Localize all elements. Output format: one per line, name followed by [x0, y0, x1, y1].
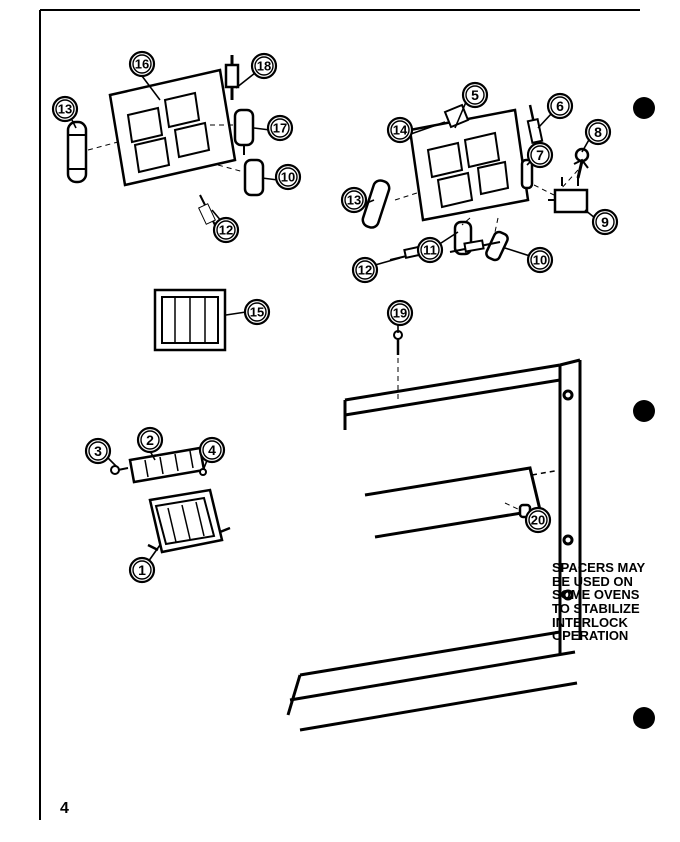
callout-10: 10: [276, 165, 300, 189]
svg-text:12: 12: [219, 223, 233, 238]
svg-text:13: 13: [347, 193, 361, 208]
page-number: 4: [60, 800, 69, 818]
svg-text:12: 12: [358, 263, 372, 278]
svg-text:6: 6: [556, 98, 564, 114]
note-line: OPERATION: [552, 629, 645, 643]
svg-text:3: 3: [94, 443, 102, 459]
callout-12b: 12: [353, 258, 377, 282]
svg-text:20: 20: [531, 513, 545, 528]
svg-text:7: 7: [536, 147, 544, 163]
callout-20: 20: [526, 508, 550, 532]
callout-1: 1: [130, 558, 154, 582]
svg-text:17: 17: [273, 121, 287, 136]
page: 16 18 13 17 5 6 14 8 7 10 13 9 12 11 10 12 15 19 3 2 4 20 1 SP…: [0, 0, 680, 842]
callout-7: 7: [528, 143, 552, 167]
note-line: INTERLOCK: [552, 616, 645, 630]
part-screw-3: [111, 466, 128, 474]
note-line: TO STABILIZE: [552, 602, 645, 616]
callout-15: 15: [245, 300, 269, 324]
svg-text:14: 14: [393, 123, 408, 138]
part-fuse-13: [68, 122, 86, 182]
callout-17: 17: [268, 116, 292, 140]
callout-11: 11: [418, 238, 442, 262]
callout-13: 13: [53, 97, 77, 121]
part-cap-17: [235, 110, 253, 155]
part-cap-10-left: [245, 160, 263, 195]
callout-4: 4: [200, 438, 224, 462]
spacer-note: SPACERS MAY BE USED ON SOME OVENS TO STA…: [552, 561, 645, 643]
part-transformer-1: [148, 490, 230, 552]
svg-text:1: 1: [138, 562, 146, 578]
callout-9: 9: [593, 210, 617, 234]
callout-16: 16: [130, 52, 154, 76]
svg-text:10: 10: [533, 253, 547, 268]
part-18: [226, 55, 238, 100]
part-screw-8: [574, 149, 588, 178]
svg-text:18: 18: [257, 59, 271, 74]
chassis-frame: [288, 360, 580, 730]
part-12-right: [390, 240, 500, 260]
callout-10b: 10: [528, 248, 552, 272]
svg-text:13: 13: [58, 102, 72, 117]
relay-board-left: [110, 70, 235, 185]
callout-5: 5: [463, 83, 487, 107]
svg-text:19: 19: [393, 306, 407, 321]
svg-text:10: 10: [281, 170, 295, 185]
callout-18: 18: [252, 54, 276, 78]
note-line: SOME OVENS: [552, 588, 645, 602]
part-screw-19: [394, 331, 402, 355]
callout-3: 3: [86, 439, 110, 463]
part-terminal-block: [130, 448, 204, 482]
svg-text:11: 11: [423, 243, 437, 258]
svg-text:16: 16: [135, 57, 149, 72]
part-transformer-15: [155, 290, 225, 350]
relay-board-right: [410, 110, 528, 220]
svg-text:2: 2: [146, 432, 154, 448]
part-cap-10b: [485, 230, 510, 261]
callout-13b: 13: [342, 188, 366, 212]
note-line: BE USED ON: [552, 575, 645, 589]
callout-14: 14: [388, 118, 412, 142]
callout-6: 6: [548, 94, 572, 118]
callout-12: 12: [214, 218, 238, 242]
callout-19: 19: [388, 301, 412, 325]
callout-8: 8: [586, 120, 610, 144]
diagram-svg: 16 18 13 17 5 6 14 8 7 10 13 9 12 11 10 12 15 19 3 2 4 20 1: [0, 0, 680, 842]
svg-text:15: 15: [250, 305, 264, 320]
note-line: SPACERS MAY: [552, 561, 645, 575]
part-4: [200, 469, 206, 475]
svg-text:8: 8: [594, 124, 602, 140]
callout-2: 2: [138, 428, 162, 452]
svg-text:5: 5: [471, 87, 479, 103]
svg-text:4: 4: [208, 442, 216, 458]
svg-text:9: 9: [601, 214, 609, 230]
